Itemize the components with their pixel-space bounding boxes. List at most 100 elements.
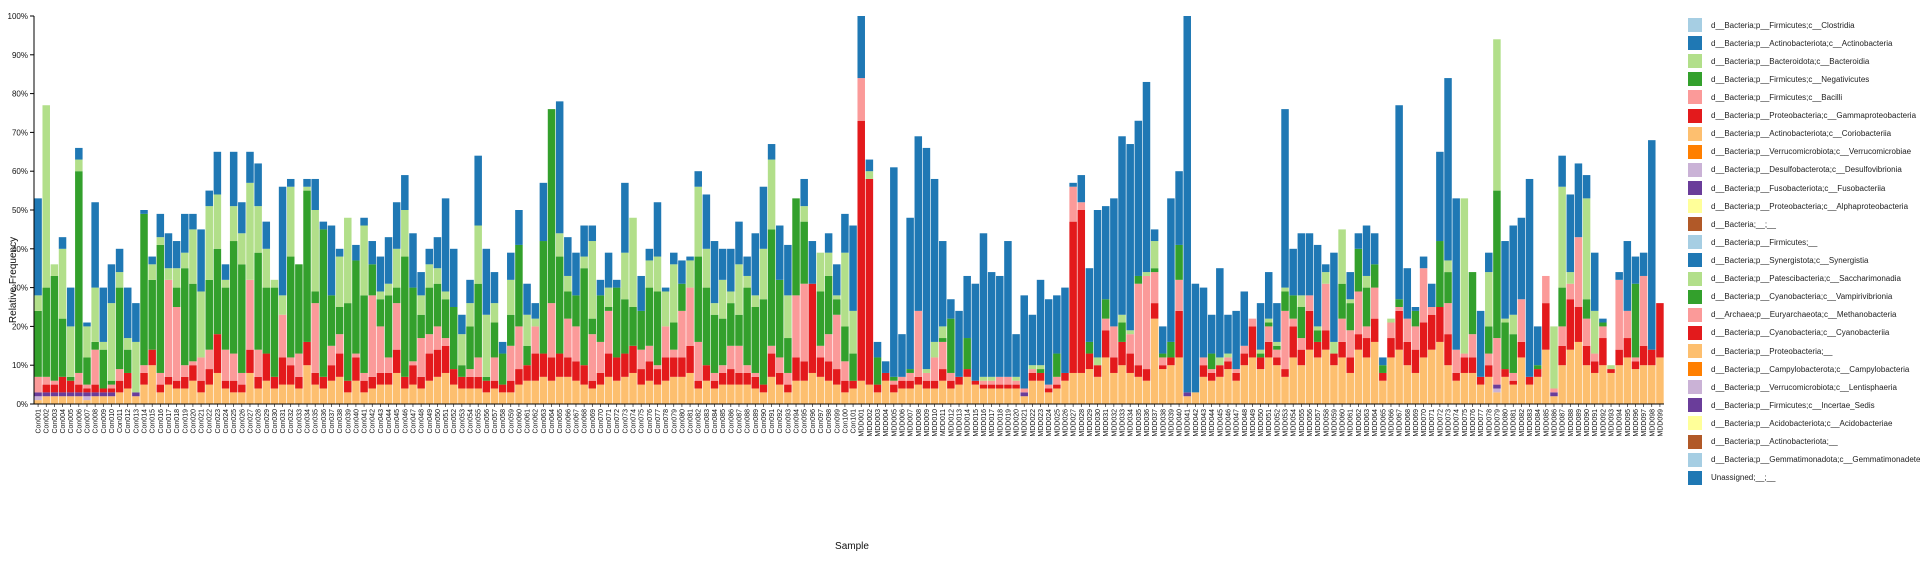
bar-segment <box>197 357 205 381</box>
bar-segment <box>1354 349 1363 404</box>
bar-segment <box>971 380 980 385</box>
bar-segment <box>1110 198 1118 327</box>
bar-segment <box>368 388 376 404</box>
bar-segment <box>873 357 882 385</box>
bar-segment <box>1574 237 1583 307</box>
x-tick-label: MDD037 <box>1152 409 1159 437</box>
x-tick-label: Con020 <box>190 409 197 434</box>
x-tick-label: Con029 <box>264 409 271 434</box>
bar-segment <box>1590 372 1599 404</box>
bar-segment <box>1101 206 1110 300</box>
bar-segment <box>637 310 645 350</box>
bar-segment <box>1639 345 1648 366</box>
bar-segment <box>898 376 906 381</box>
bar-segment <box>1110 357 1118 373</box>
bar-segment <box>507 279 515 315</box>
bar-segment <box>246 372 254 404</box>
y-tick-label: 10% <box>12 361 28 370</box>
legend-item: d__Bacteria;p__Proteobacteria;c__Alphapr… <box>1688 197 1918 215</box>
bar-segment <box>987 388 996 404</box>
bar-segment <box>42 105 50 288</box>
bar-segment <box>930 178 939 342</box>
bar-segment <box>1403 318 1412 342</box>
bar-segment <box>955 310 963 377</box>
bar-segment <box>955 384 963 404</box>
bar-segment <box>295 353 303 377</box>
legend-swatch <box>1688 452 1702 467</box>
bar-segment <box>824 275 833 335</box>
bar-segment <box>612 380 621 404</box>
bar-segment <box>890 392 898 404</box>
bar-segment <box>229 206 238 242</box>
bar-segment <box>458 388 466 404</box>
bar-segment <box>1558 155 1566 187</box>
bar-segment <box>1216 376 1224 404</box>
bar-segment <box>1362 357 1371 404</box>
x-tick-label: Con013 <box>133 409 140 434</box>
y-tick-label: 50% <box>12 206 28 215</box>
bar-segment <box>1159 353 1167 358</box>
bar-segment <box>99 392 108 397</box>
bar-segment <box>873 392 882 404</box>
bar-segment <box>417 388 425 404</box>
bar-segment <box>490 380 499 389</box>
bar-segment <box>1224 361 1232 370</box>
bar-segment <box>996 384 1004 389</box>
bar-segment <box>1362 225 1371 276</box>
bar-segment <box>1615 272 1623 280</box>
bar-segment <box>1509 334 1517 373</box>
bar-segment <box>441 338 450 346</box>
bar-segment <box>645 345 654 362</box>
bar-segment <box>1281 369 1289 377</box>
bar-segment <box>947 380 955 389</box>
bar-segment <box>670 349 678 358</box>
x-tick-label: MDD026 <box>1062 409 1069 437</box>
x-tick-label: MDD028 <box>1079 409 1086 437</box>
bar-segment <box>564 376 572 404</box>
bar-segment <box>1028 372 1037 381</box>
bar-segment <box>42 392 50 397</box>
x-tick-label: Con058 <box>500 409 507 434</box>
bar-segment <box>1354 334 1363 350</box>
bar-segment <box>1313 330 1322 342</box>
bar-segment <box>75 372 83 385</box>
bar-segment <box>710 388 719 404</box>
bar-segment <box>1142 369 1151 381</box>
bar-segment <box>686 345 694 373</box>
bar-segment <box>816 376 825 404</box>
bar-segment <box>555 376 564 404</box>
y-tick-label: 60% <box>12 167 28 176</box>
bar-segment <box>1150 318 1159 404</box>
x-tick-label: Con095 <box>802 409 809 434</box>
bar-segment <box>262 380 271 404</box>
bar-segment <box>792 357 800 381</box>
bar-segment <box>449 248 458 307</box>
x-tick-label: Con055 <box>476 409 483 434</box>
x-tick-label: MDD025 <box>1054 409 1061 437</box>
bar-segment <box>841 392 849 404</box>
x-tick-label: MDD040 <box>1177 409 1184 437</box>
x-tick-label: Con092 <box>777 409 784 434</box>
x-tick-label: Con024 <box>223 409 230 434</box>
bar-segment <box>718 248 727 280</box>
bar-segment <box>278 357 287 385</box>
bar-segment <box>83 322 91 327</box>
bar-segment <box>824 361 833 381</box>
bar-segment <box>466 388 474 404</box>
bar-segment <box>466 376 474 389</box>
x-tick-label: Con081 <box>688 409 695 434</box>
bar-segment <box>254 163 262 207</box>
bar-segment <box>1501 369 1509 377</box>
bar-segment <box>922 147 931 370</box>
x-tick-label: Con066 <box>565 409 572 434</box>
bar-segment <box>34 400 42 404</box>
x-tick-label: MDD043 <box>1201 409 1208 437</box>
bar-segment <box>612 279 621 288</box>
bar-segment <box>352 244 360 261</box>
bar-segment <box>539 353 548 377</box>
bar-segment <box>189 380 197 404</box>
bar-segment <box>205 349 213 370</box>
bar-segment <box>295 376 303 389</box>
legend-label: d__Bacteria;p__Fusobacteriota;c__Fusobac… <box>1711 183 1886 193</box>
bar-segment <box>303 190 311 342</box>
